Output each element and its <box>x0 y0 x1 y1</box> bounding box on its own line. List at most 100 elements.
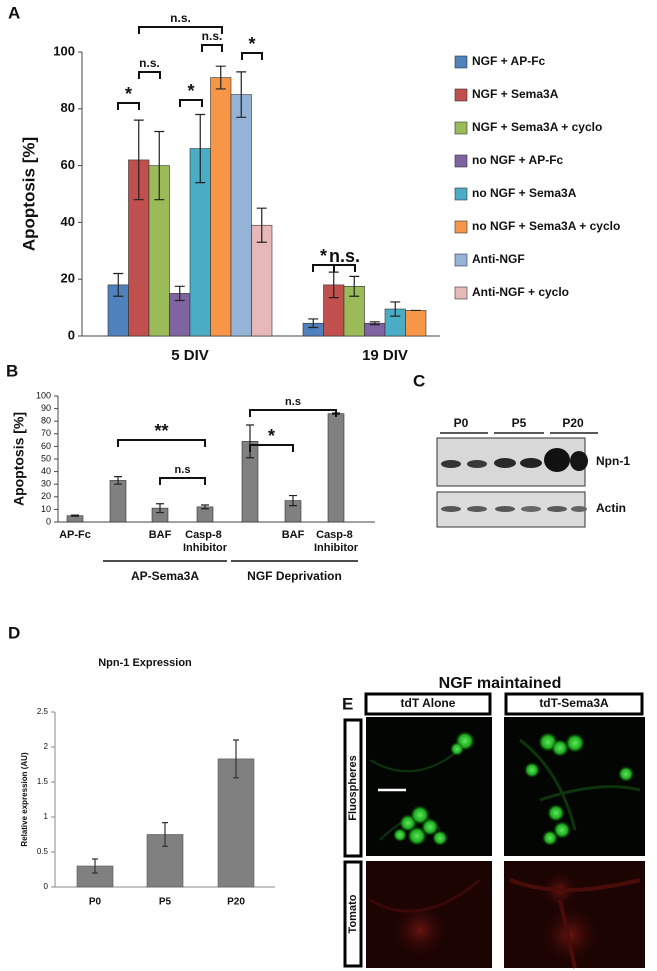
legend-label: no NGF + Sema3A + cyclo <box>472 219 620 233</box>
y-tick-label: 2 <box>44 742 49 751</box>
significance-label: * <box>320 246 327 266</box>
error-bar <box>92 858 98 874</box>
error-bar <box>390 301 401 317</box>
y-tick-label: 10 <box>41 504 51 514</box>
group-label: NGF Deprivation <box>247 569 342 583</box>
legend-swatch <box>454 187 468 201</box>
legend-label: NGF + Sema3A + cyclo <box>472 120 602 134</box>
error-bar <box>256 207 267 243</box>
lane-label: P0 <box>454 416 469 430</box>
legend-swatch <box>454 253 468 267</box>
error-bar <box>154 130 165 201</box>
y-axis-label: Relative expression (AU) <box>20 752 29 847</box>
significance-bracket <box>249 444 294 452</box>
row-label: Actin <box>596 501 626 515</box>
legend-label: NGF + AP-Fc <box>472 54 546 68</box>
error-bar <box>215 65 226 90</box>
error-bar <box>195 113 206 184</box>
significance-label: * <box>125 84 132 104</box>
imaging-title: NGF maintained <box>439 675 562 692</box>
bar <box>109 480 127 523</box>
significance-bracket <box>179 99 203 107</box>
legend-label: Anti-NGF + cyclo <box>472 285 569 299</box>
bar <box>217 758 255 888</box>
significance-bracket <box>241 52 263 60</box>
column-box <box>364 692 492 716</box>
error-bar <box>201 504 209 510</box>
y-tick-label: 80 <box>61 100 75 115</box>
x-tick-label: BAF <box>149 529 172 541</box>
legend-label: NGF + Sema3A <box>472 87 559 101</box>
row-label: Fluospheres <box>347 755 359 820</box>
significance-label: * <box>187 81 194 101</box>
significance-label: n.s <box>175 464 191 476</box>
error-bar <box>71 514 79 517</box>
legend-label: no NGF + AP-Fc <box>472 153 564 167</box>
significance-label: n.s <box>285 396 301 408</box>
significance-bracket <box>117 439 206 447</box>
x-tick-label: P0 <box>89 897 102 908</box>
significance-bracket <box>138 71 161 79</box>
y-tick-label: 80 <box>41 416 51 426</box>
row-box <box>343 718 363 858</box>
band <box>467 506 487 512</box>
legend-swatch <box>454 154 468 168</box>
chart-title: Npn-1 Expression <box>98 657 192 669</box>
y-tick-label: 2.5 <box>37 707 49 716</box>
significance-label: n.s. <box>329 246 360 266</box>
bar <box>230 94 252 337</box>
significance-bracket <box>117 102 140 110</box>
y-tick-label: 90 <box>41 403 51 413</box>
column-label: tdT-Sema3A <box>539 696 609 710</box>
error-bar <box>133 119 144 201</box>
legend-label: Anti-NGF <box>472 252 525 266</box>
legend-swatch <box>454 220 468 234</box>
y-tick-label: 40 <box>61 214 75 229</box>
y-tick-label: 1 <box>44 812 49 821</box>
panel-label: B <box>6 361 18 380</box>
error-bar <box>233 739 239 779</box>
lane-label: P20 <box>562 416 584 430</box>
y-tick-label: 70 <box>41 428 51 438</box>
y-axis-label: Apoptosis [%] <box>19 137 38 251</box>
error-bar <box>236 71 247 118</box>
significance-bracket <box>333 264 356 272</box>
band <box>467 460 487 468</box>
band <box>570 451 588 471</box>
x-tick-label: 19 DIV <box>362 347 408 364</box>
band <box>494 458 516 468</box>
significance-bracket <box>138 26 223 34</box>
band <box>441 460 461 468</box>
y-tick-label: 50 <box>41 453 51 463</box>
bar <box>405 310 427 337</box>
y-tick-label: 0 <box>68 327 75 342</box>
y-tick-label: 100 <box>36 390 51 400</box>
significance-bracket <box>159 477 206 485</box>
error-bar <box>328 271 339 299</box>
legend-swatch <box>454 88 468 102</box>
legend-label: no NGF + Sema3A <box>472 186 577 200</box>
y-tick-label: 20 <box>41 491 51 501</box>
y-tick-label: 100 <box>53 43 75 58</box>
panel-label: E <box>342 694 353 713</box>
y-tick-label: 30 <box>41 479 51 489</box>
error-bar <box>308 318 319 329</box>
y-tick-label: 20 <box>61 271 75 286</box>
significance-bracket <box>201 44 223 52</box>
green-cells <box>369 731 641 846</box>
error-bar <box>289 494 297 507</box>
bar <box>210 77 232 337</box>
x-tick-label: Casp-8 Inhibitor <box>314 529 359 554</box>
x-tick-label: P5 <box>159 897 172 908</box>
x-tick-label: 5 DIV <box>171 347 209 364</box>
band <box>571 506 587 512</box>
band <box>544 448 570 472</box>
panel-label: C <box>413 371 425 390</box>
y-tick-label: 0 <box>44 882 49 891</box>
error-bar <box>114 476 122 485</box>
column-box <box>504 692 644 716</box>
legend-swatch <box>454 55 468 69</box>
western-blot: P0 P5 P20 Npn-1 Actin <box>436 416 630 528</box>
row-label: Tomato <box>347 894 359 933</box>
x-tick-label: AP-Fc <box>59 529 91 541</box>
